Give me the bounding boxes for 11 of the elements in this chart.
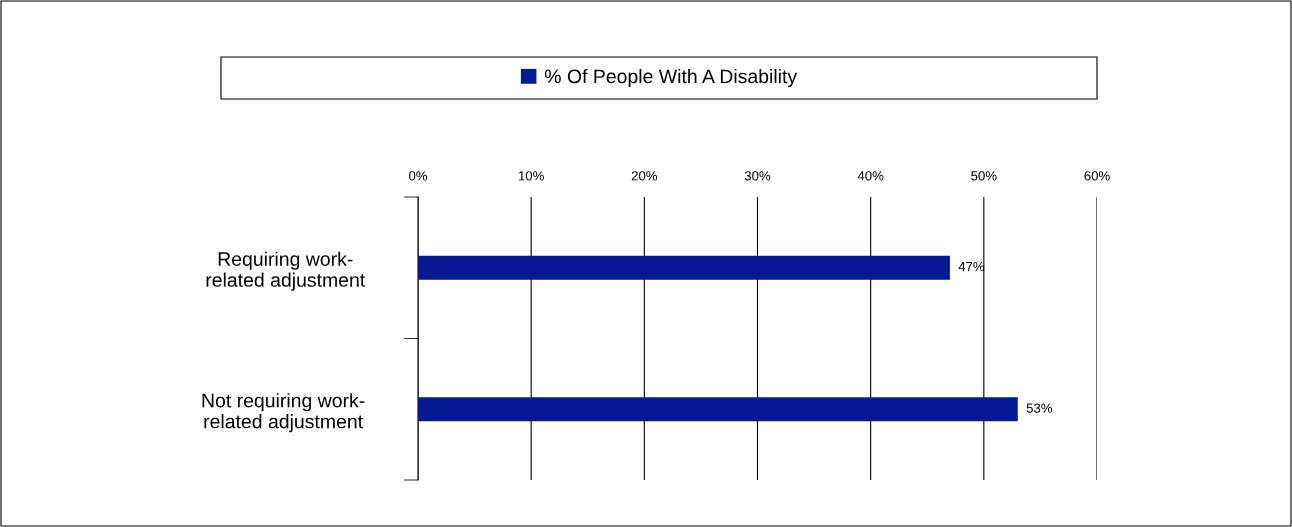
data-label: 53% bbox=[1026, 403, 1053, 413]
x-tick-label: 60% bbox=[1084, 171, 1110, 181]
x-tick-label: 40% bbox=[857, 171, 884, 181]
x-tick-label: 50% bbox=[971, 171, 997, 181]
x-tick-label: 20% bbox=[631, 171, 658, 181]
x-tick-label: 0% bbox=[408, 171, 428, 181]
y-tick-label: Requiring work- related adjustment bbox=[206, 251, 366, 291]
x-tick-label: 30% bbox=[744, 171, 771, 181]
legend-label: % Of People With A Disability bbox=[544, 68, 798, 88]
y-tick-label: Not requiring work- related adjustment bbox=[202, 393, 365, 433]
x-tick-label: 10% bbox=[518, 171, 544, 181]
